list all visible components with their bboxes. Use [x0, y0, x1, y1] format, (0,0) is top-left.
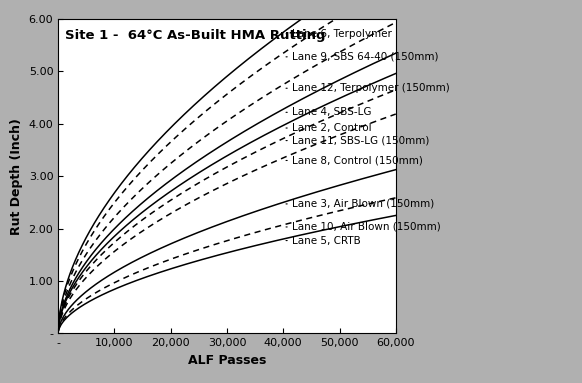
- Text: Lane 11, SBS-LG (150mm): Lane 11, SBS-LG (150mm): [292, 136, 429, 146]
- Text: Lane 2, Control: Lane 2, Control: [292, 123, 371, 133]
- Y-axis label: Rut Depth (Inch): Rut Depth (Inch): [10, 118, 23, 235]
- Text: Lane 4, SBS-LG: Lane 4, SBS-LG: [292, 107, 371, 117]
- X-axis label: ALF Passes: ALF Passes: [188, 354, 266, 367]
- Text: Lane 3, Air Blown (150mm): Lane 3, Air Blown (150mm): [292, 199, 434, 209]
- Text: Lane 5, CRTB: Lane 5, CRTB: [292, 236, 360, 246]
- Text: Lane 6, Terpolymer: Lane 6, Terpolymer: [292, 29, 392, 39]
- Text: Lane 10, Air Blown (150mm): Lane 10, Air Blown (150mm): [292, 222, 441, 232]
- Text: Site 1 -  64°C As-Built HMA Rutting: Site 1 - 64°C As-Built HMA Rutting: [65, 29, 325, 42]
- Text: Lane 8, Control (150mm): Lane 8, Control (150mm): [292, 155, 423, 165]
- Text: Lane 9, SBS 64-40 (150mm): Lane 9, SBS 64-40 (150mm): [292, 52, 438, 62]
- Text: Lane 12, Terpolymer (150mm): Lane 12, Terpolymer (150mm): [292, 83, 449, 93]
